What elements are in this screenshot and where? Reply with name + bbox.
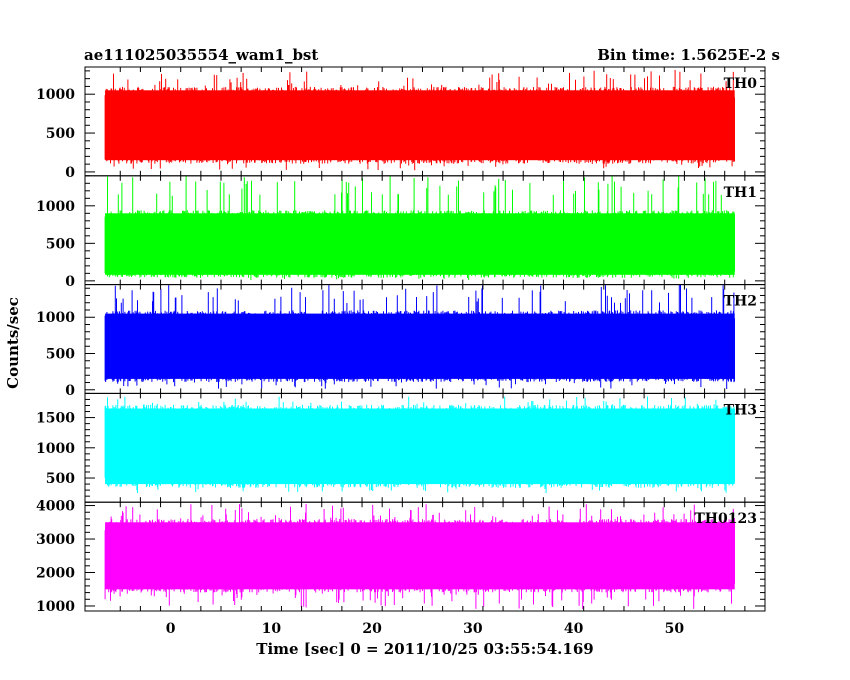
y-tick-label: 3000 xyxy=(36,532,75,548)
y-tick-label: 1000 xyxy=(36,310,75,326)
x-axis-label: Time [sec] 0 = 2011/10/25 03:55:54.169 xyxy=(256,640,593,658)
panel-label-th0123: TH0123 xyxy=(694,511,757,527)
panel-label-th1: TH1 xyxy=(724,185,757,201)
series-band-th3 xyxy=(105,408,735,485)
x-tick-label: 50 xyxy=(665,621,685,637)
y-axis-label: Counts/sec xyxy=(4,297,22,389)
y-tick-label: 500 xyxy=(46,471,75,487)
series-band-th0 xyxy=(105,90,735,161)
x-tick-label: 30 xyxy=(463,621,483,637)
y-tick-label: 1500 xyxy=(36,411,75,427)
panel-th3: 500 1000 1500 TH3 xyxy=(36,392,766,503)
y-tick-label: 2000 xyxy=(36,566,75,582)
x-tick-label: 10 xyxy=(262,621,282,637)
y-tick-label: 1000 xyxy=(36,599,75,615)
y-tick-label: 4000 xyxy=(36,499,75,515)
panel-th1: 0 500 1000 TH1 xyxy=(36,175,766,290)
y-tick-label: 500 xyxy=(46,347,75,363)
bin-time-label: Bin time: 1.5625E-2 s xyxy=(597,46,780,64)
panel-label-th0: TH0 xyxy=(724,76,758,92)
series-band-th0123 xyxy=(105,522,735,590)
y-tick-label: 1000 xyxy=(36,441,75,457)
y-tick-label: 500 xyxy=(46,126,75,142)
y-tick-label: 0 xyxy=(65,165,75,181)
chart-title: ae111025035554_wam1_bst xyxy=(84,46,318,64)
x-axis: 0 10 20 30 40 50 xyxy=(166,621,685,637)
y-tick-label: 1000 xyxy=(36,87,75,103)
y-tick-label: 0 xyxy=(65,274,75,290)
panel-label-th2: TH2 xyxy=(724,294,757,310)
y-tick-label: 0 xyxy=(65,383,75,399)
panel-th2: 0 500 1000 TH2 xyxy=(36,284,766,399)
x-tick-label: 20 xyxy=(362,621,382,637)
x-tick-label: 0 xyxy=(166,621,176,637)
panel-label-th3: TH3 xyxy=(724,402,757,418)
y-tick-label: 500 xyxy=(46,236,75,252)
panel-frame xyxy=(84,501,766,612)
y-tick-label: 1000 xyxy=(36,199,75,215)
panel-th0: 0 500 1000 TH0 xyxy=(36,66,766,181)
panels-group: 0 500 1000 TH0 0 500 1000 TH1 0 500 1000 TH2 500 1000… xyxy=(36,66,766,615)
x-tick-label: 40 xyxy=(564,621,584,637)
panel-th0123: 1000 2000 3000 4000 TH0123 xyxy=(36,499,766,615)
series-band-th2 xyxy=(105,313,735,379)
series-band-th1 xyxy=(105,213,735,275)
